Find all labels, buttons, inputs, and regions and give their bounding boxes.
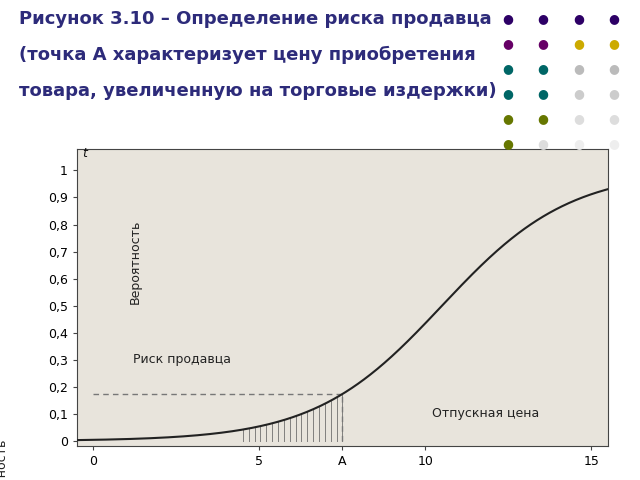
Text: ●: ● xyxy=(538,137,548,150)
Text: ●: ● xyxy=(608,137,619,150)
Text: Вероятность: Вероятность xyxy=(0,437,7,480)
Text: ●: ● xyxy=(502,137,513,150)
Text: (точка A характеризует цену приобретения: (точка A характеризует цену приобретения xyxy=(19,46,476,64)
Text: ●: ● xyxy=(608,12,619,25)
Text: ●: ● xyxy=(538,112,548,125)
Text: ●: ● xyxy=(573,87,584,100)
Text: ●: ● xyxy=(538,37,548,50)
Text: ●: ● xyxy=(573,37,584,50)
Text: ●: ● xyxy=(538,87,548,100)
Text: Рисунок 3.10 – Определение риска продавца: Рисунок 3.10 – Определение риска продавц… xyxy=(19,10,492,28)
Text: ●: ● xyxy=(538,12,548,25)
Text: ●: ● xyxy=(573,112,584,125)
Text: товара, увеличенную на торговые издержки): товара, увеличенную на торговые издержки… xyxy=(19,82,497,100)
Text: Риск продавца: Риск продавца xyxy=(133,353,231,366)
Text: ●: ● xyxy=(608,62,619,75)
Text: ●: ● xyxy=(608,37,619,50)
Text: ●: ● xyxy=(502,12,513,25)
Text: Отпускная цена: Отпускная цена xyxy=(432,408,540,420)
Text: ●: ● xyxy=(573,12,584,25)
Text: ●: ● xyxy=(608,87,619,100)
Text: ●: ● xyxy=(502,112,513,125)
Text: t: t xyxy=(83,146,88,160)
Text: ●: ● xyxy=(608,112,619,125)
Text: ●: ● xyxy=(502,87,513,100)
Text: ●: ● xyxy=(573,137,584,150)
Text: ●: ● xyxy=(538,62,548,75)
Text: ●: ● xyxy=(502,37,513,50)
Text: ●: ● xyxy=(502,62,513,75)
Text: Вероятность: Вероятность xyxy=(129,220,141,304)
Text: ●: ● xyxy=(573,62,584,75)
